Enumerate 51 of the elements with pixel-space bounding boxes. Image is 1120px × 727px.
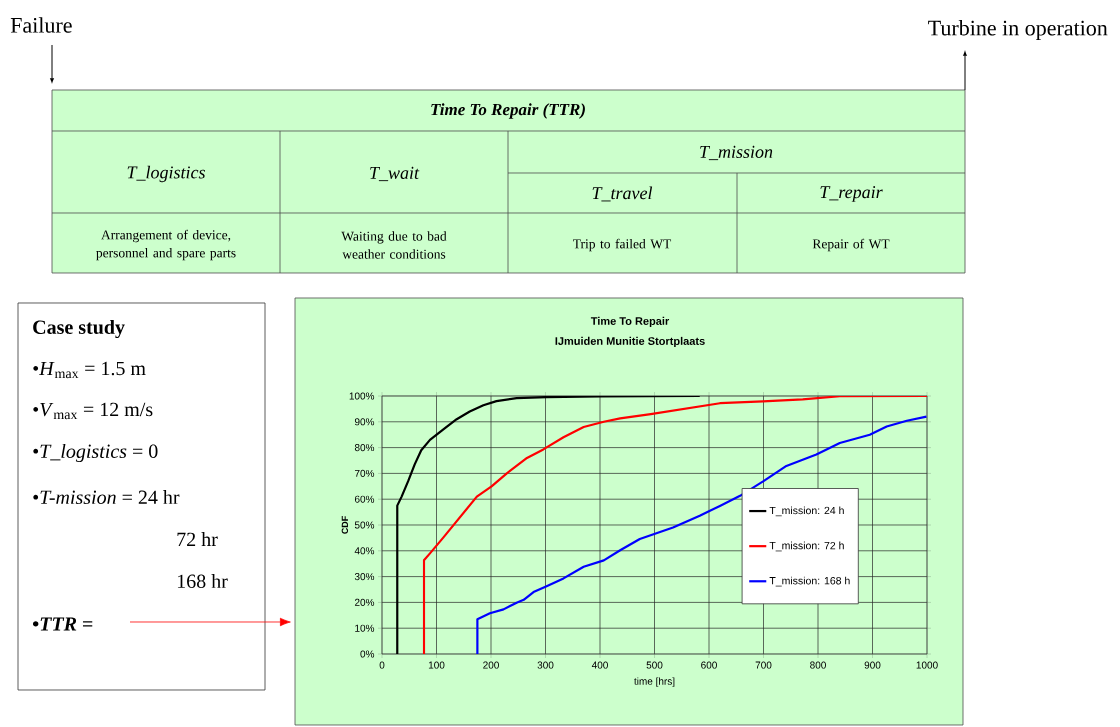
y-tick-label: 80%: [354, 444, 375, 452]
y-tick-label: 10%: [355, 624, 375, 632]
y-axis-title: CDF: [341, 516, 349, 534]
x-tick-label: 800: [810, 661, 826, 669]
legend-label: T_mission: 72 h: [769, 541, 844, 552]
x-tick-label: 600: [701, 661, 717, 669]
text: 72 hr: [177, 532, 218, 546]
text: Trip to failed WT: [573, 238, 672, 252]
text: •T_logistics = 0: [33, 443, 158, 463]
text: Repair of WT: [812, 238, 890, 252]
y-tick-label: 70%: [354, 469, 375, 477]
chart-subtitle: IJmuiden Munitie Stortplaats: [555, 336, 705, 348]
text: •T-mission = 24 hr: [33, 489, 180, 505]
text: Waiting due to bad weather conditions: [341, 231, 447, 259]
y-tick-label: 30%: [354, 573, 375, 581]
y-tick-label: 20%: [354, 598, 375, 606]
text: •TTR =: [32, 617, 93, 631]
text: Failure: [10, 17, 72, 33]
text: •V$_{max}$ = 12 m/s: [33, 402, 153, 420]
text: T_repair: [820, 186, 883, 202]
text: Turbine in operation: [928, 20, 1108, 40]
text: T_wait: [370, 166, 420, 182]
legend-label: T_mission: 168 h: [769, 576, 850, 587]
y-tick-label: 60%: [354, 495, 375, 503]
y-tick-label: 50%: [354, 521, 375, 529]
x-tick-label: 500: [646, 661, 663, 669]
text: Arrangement of device, personnel and spare parts: [96, 229, 236, 261]
x-tick-label: 400: [591, 661, 608, 669]
y-tick-label: 100%: [349, 392, 375, 400]
x-tick-label: 200: [483, 661, 499, 669]
x-tick-label: 0: [379, 661, 385, 669]
x-tick-label: 900: [864, 661, 881, 669]
line-series: [476, 415, 927, 654]
text: T_logistics: [127, 165, 205, 183]
text: 168 hr: [177, 573, 228, 589]
text: Time To Repair (TTR): [431, 103, 585, 119]
text: Case study: [33, 319, 125, 339]
x-axis-title: time [hrs]: [634, 677, 675, 687]
legend-label: T_mission: 24 h: [769, 506, 844, 517]
x-tick-label: 1000: [916, 661, 938, 669]
y-tick-label: 0%: [360, 650, 375, 658]
x-tick-label: 100: [428, 661, 445, 669]
chart-title: Time To Repair: [590, 316, 670, 328]
y-tick-label: 40%: [354, 547, 375, 555]
y-tick-label: 90%: [354, 418, 375, 426]
text: T_mission: [700, 145, 773, 161]
text: •H$_{max}$ = 1.5 m: [33, 361, 146, 379]
x-tick-label: 700: [755, 661, 772, 669]
line-series: [396, 396, 701, 654]
x-tick-label: 300: [537, 661, 554, 669]
text: T_travel: [592, 186, 653, 202]
